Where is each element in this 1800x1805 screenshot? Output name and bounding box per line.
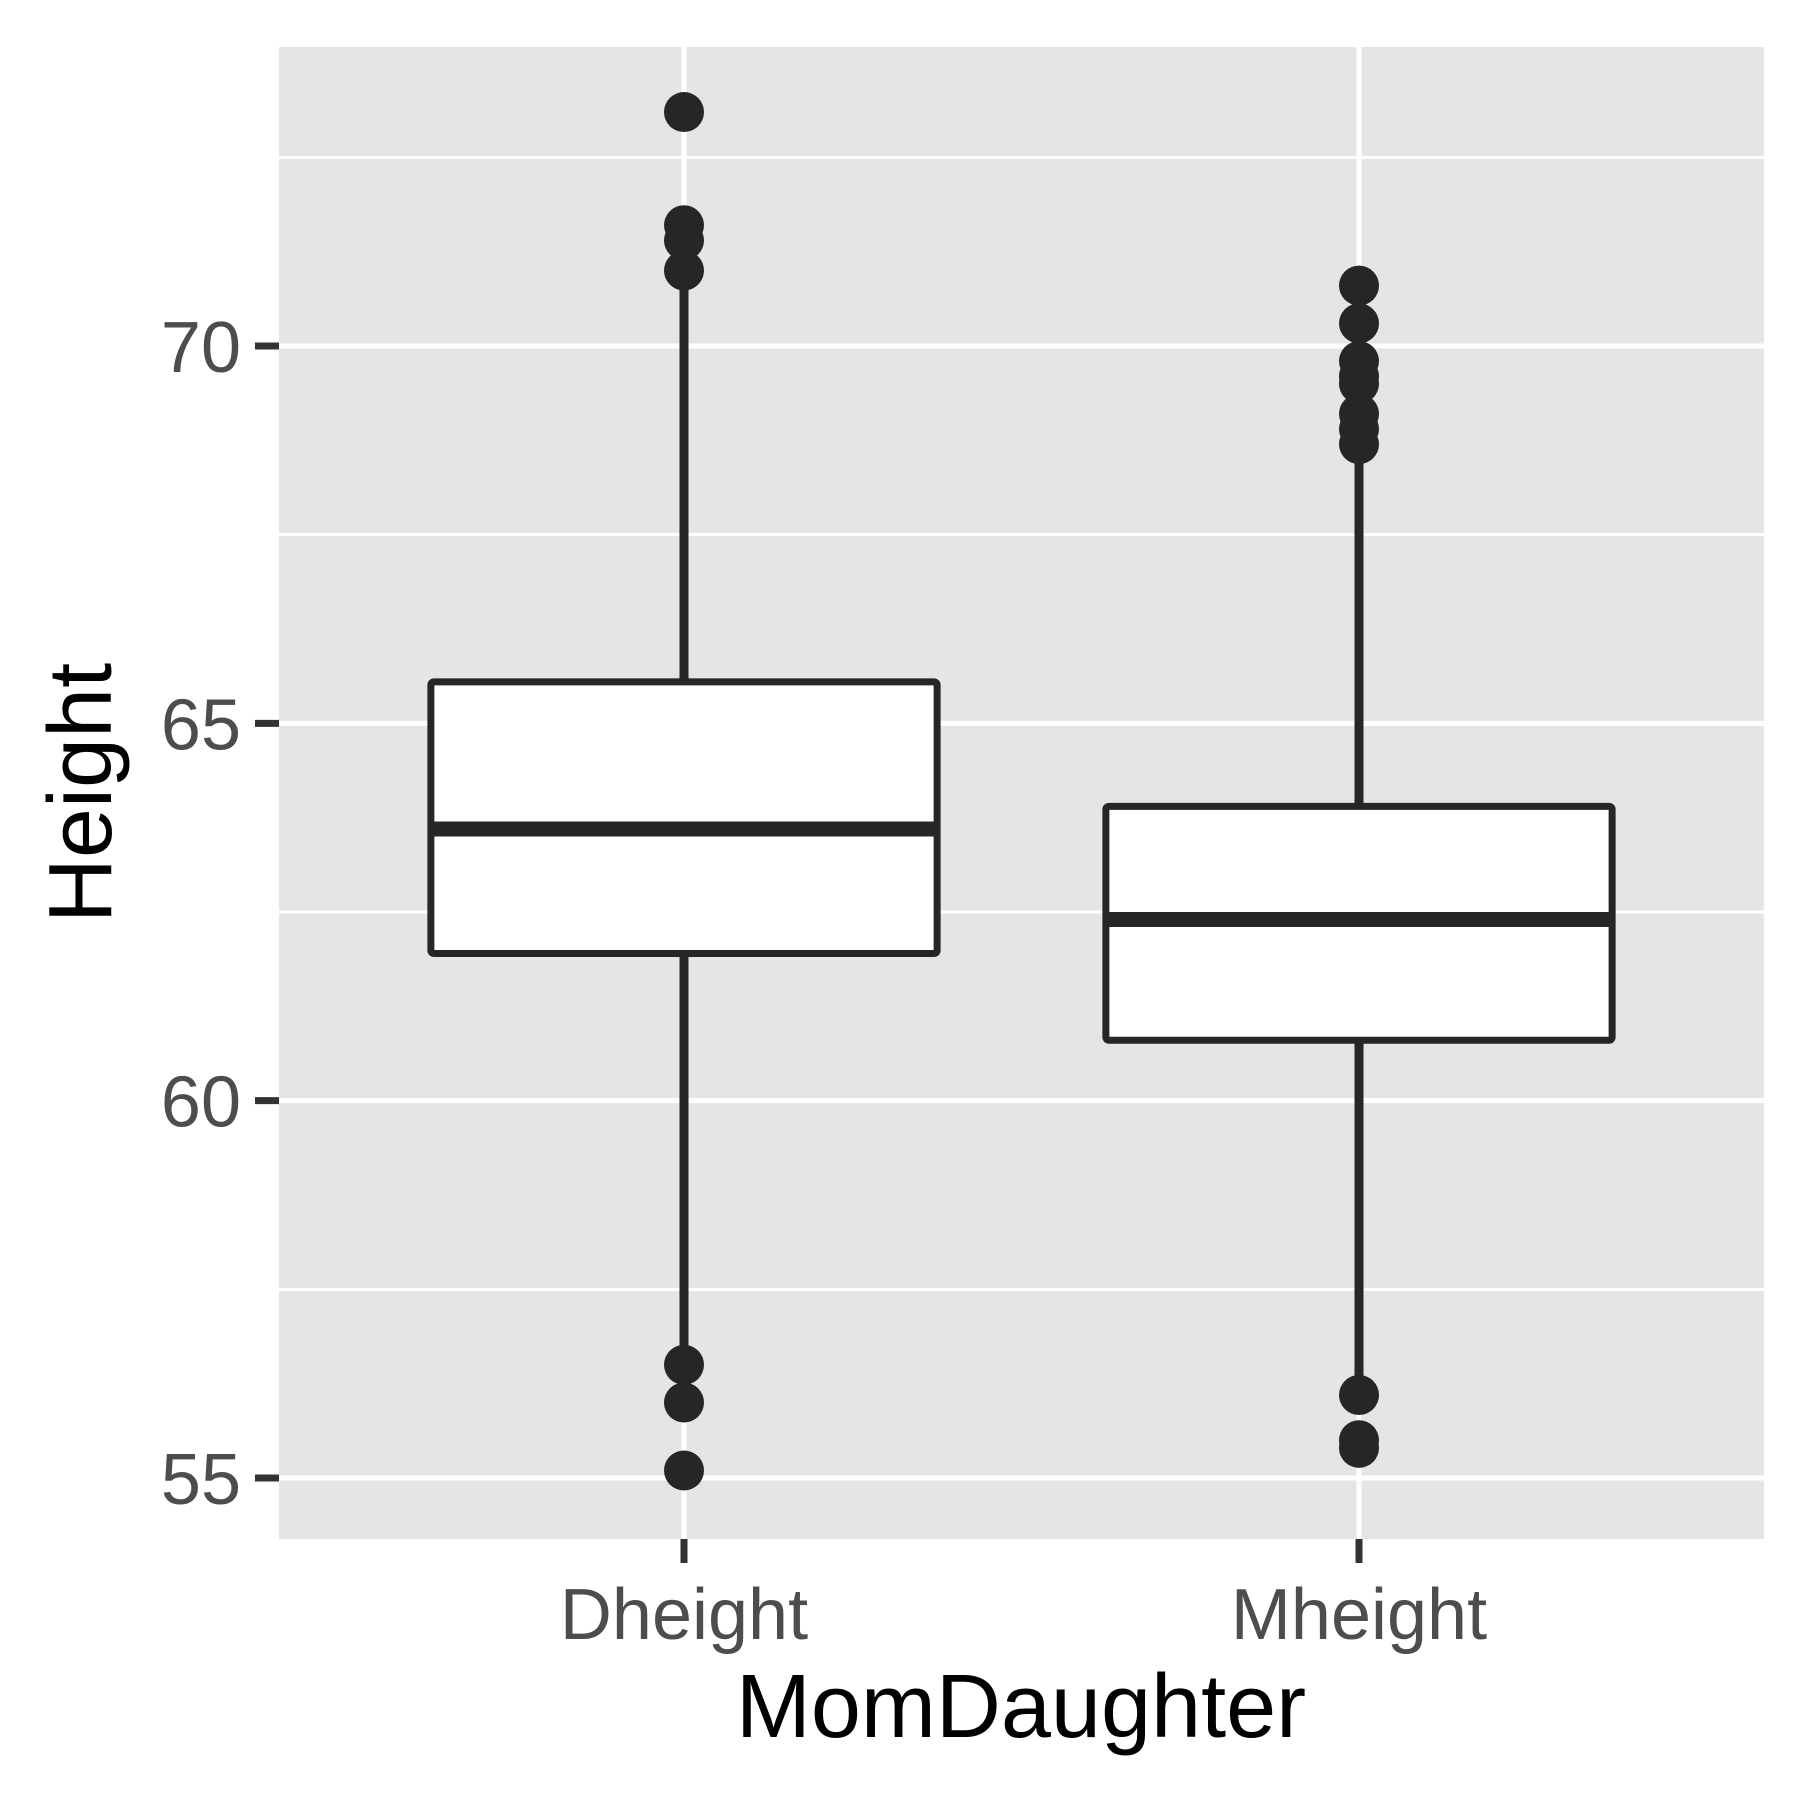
- outlier-point: [1339, 303, 1379, 344]
- boxes-layer: [427, 92, 1616, 1491]
- x-tick-label: Mheight: [1231, 1575, 1487, 1655]
- outlier-point: [1339, 363, 1379, 404]
- outlier-point: [664, 250, 704, 291]
- outlier-point: [1339, 1427, 1379, 1468]
- box-dheight: [427, 92, 941, 1491]
- y-tick-label: 70: [161, 308, 241, 388]
- box-iqr: [427, 678, 941, 958]
- outlier-point: [664, 1344, 704, 1385]
- y-tick-label: 60: [161, 1063, 241, 1143]
- y-axis: 55 60 65 70: [161, 308, 279, 1520]
- outlier-point: [1339, 424, 1379, 465]
- outlier-point: [664, 1382, 704, 1423]
- outlier-point: [664, 220, 704, 261]
- outlier-point: [664, 1450, 704, 1491]
- y-axis-title: Height: [31, 663, 131, 923]
- box-mheight: [1102, 265, 1616, 1468]
- y-tick-label: 65: [161, 685, 241, 765]
- y-tick-label: 55: [161, 1440, 241, 1520]
- outlier-point: [664, 92, 704, 133]
- outlier-point: [1339, 265, 1379, 306]
- x-tick-label: Dheight: [560, 1575, 808, 1655]
- outlier-point: [1339, 1374, 1379, 1415]
- x-axis: Dheight Mheight: [560, 1539, 1487, 1655]
- x-axis-title: MomDaughter: [736, 1657, 1306, 1757]
